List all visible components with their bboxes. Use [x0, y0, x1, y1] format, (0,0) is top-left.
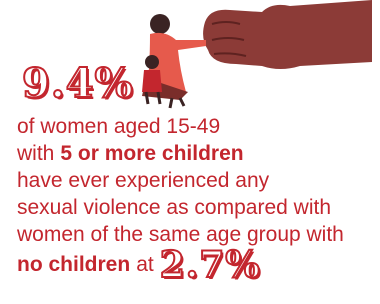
woman-head	[150, 14, 170, 34]
bold-text: no children	[17, 253, 130, 276]
child-head	[145, 55, 159, 69]
text-line: with 5 or more children	[17, 141, 244, 167]
text: sexual violence as compared with	[17, 196, 331, 219]
text-line: of women aged 15-49	[17, 114, 220, 140]
text: at	[136, 253, 154, 276]
child-body	[142, 70, 162, 92]
text: with	[17, 142, 54, 165]
compare-stat: 2.7%	[160, 244, 261, 286]
text: women of the same age group with	[17, 223, 344, 246]
headline-stat: 9.4%	[22, 62, 134, 106]
text: of women aged 15-49	[17, 115, 220, 138]
fist	[203, 0, 372, 69]
infographic: 9.4% of women aged 15-49 with 5 or more c…	[0, 0, 380, 304]
text: have ever experienced any	[17, 169, 269, 192]
text-line: have ever experienced any	[17, 168, 269, 194]
bold-text: 5 or more children	[60, 142, 243, 165]
text-line: sexual violence as compared with	[17, 195, 331, 221]
